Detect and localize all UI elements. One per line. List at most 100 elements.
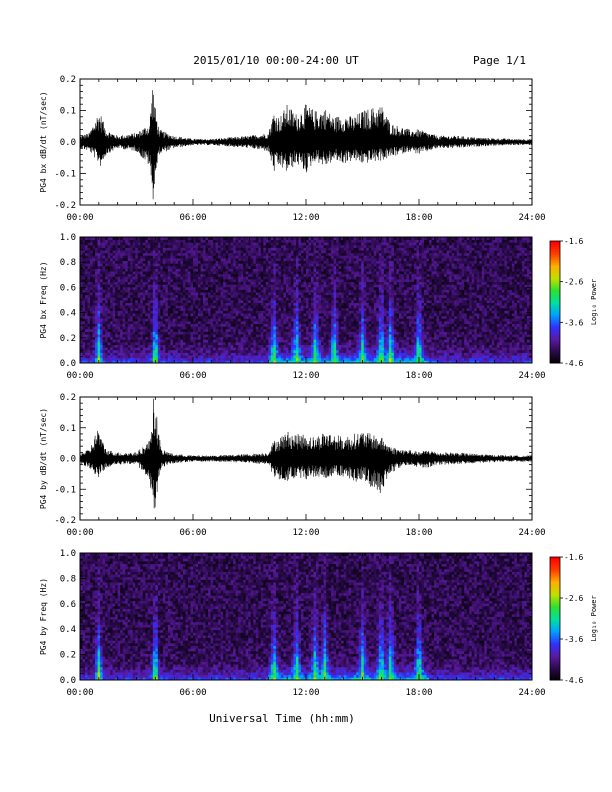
spectrogram-cell [195,336,199,340]
spectrogram-cell [328,294,332,298]
spectrogram-cell [115,242,119,246]
spectrogram-cell [127,305,131,309]
spectrogram-cell [185,315,189,319]
spectrogram-cell [95,352,98,356]
spectrogram-cell [177,289,181,293]
spectrogram-cell [130,342,134,346]
spectrogram-cell [316,237,319,241]
spectrogram-cell [127,349,131,353]
spectrogram-cell [87,255,91,259]
spectrogram-cell [155,244,159,248]
spectrogram-cell [273,260,277,264]
spectrogram-cell [215,342,219,346]
spectrogram-cell [180,263,184,267]
spectrogram-cell [290,281,294,285]
spectrogram-cell [268,242,272,246]
spectrogram-cell [170,284,174,288]
spectrogram-cell [90,263,93,267]
spectrogram-cell [248,279,252,283]
spectrogram-cell [220,336,224,340]
spectrogram-cell [125,334,129,338]
spectrogram-cell [326,339,329,343]
spectrogram-cell [290,315,294,319]
spectrogram-cell [223,250,227,254]
spectrogram-cell [170,313,174,317]
spectrogram-cell [187,336,191,340]
spectrogram-cell [175,279,179,283]
spectrogram-cell [260,302,264,306]
spectrogram-cell [225,292,229,296]
spectrogram-cell [215,318,219,322]
spectrogram-cell [135,250,139,254]
spectrogram-cell [122,244,126,248]
spectrogram-cell [97,352,101,356]
spectrogram-cell [97,357,101,361]
spectrogram-cell [213,310,216,314]
spectrogram-cell [300,258,304,262]
spectrogram-cell [290,331,294,335]
spectrogram-cell [228,252,232,256]
spectrogram-cell [125,315,129,319]
spectrogram-cell [321,252,324,256]
spectrogram-cell [223,271,227,275]
spectrogram-cell [125,336,129,340]
spectrogram-cell [205,305,209,309]
spectrogram-cell [300,349,304,353]
spectrogram-cell [295,244,299,248]
spectrogram-cell [110,237,114,241]
spectrogram-cell [243,250,247,254]
spectrogram-cell [155,263,159,267]
spectrogram-cell [270,323,274,327]
spectrogram-cell [260,297,264,301]
spectrogram-cell [180,357,184,361]
spectrogram-cell [250,247,254,251]
spectrogram-cell [100,323,103,327]
spectrogram-cell [155,273,159,277]
spectrogram-cell [253,260,257,264]
spectrogram-cell [208,284,211,288]
spectrogram-cell [318,265,322,269]
spectrogram-cell [110,250,114,254]
spectrogram-cell [243,255,247,259]
spectrogram-cell [187,294,191,298]
spectrogram-cells [80,237,533,364]
spectrogram-cell [135,315,139,319]
spectrogram-cell [321,250,324,254]
spectrogram-cell [260,326,264,330]
spectrogram-cell [122,297,126,301]
spectrogram-cell [225,289,229,293]
spectrogram-cell [167,279,171,283]
spectrogram-cell [105,318,109,322]
spectrogram-cell [268,339,272,343]
spectrogram-cell [107,349,111,353]
spectrogram-cell [248,244,252,248]
spectrogram-cell [105,360,109,364]
spectrogram-cell [82,347,86,351]
spectrogram-cell [92,355,96,359]
spectrogram-cell [331,255,335,259]
spectrogram-cell [182,289,186,293]
spectrogram-cell [203,284,206,288]
spectrogram-cell [306,342,309,346]
spectrogram-cell [278,294,282,298]
spectrogram-cell [82,258,86,262]
spectrogram-cell [140,292,144,296]
spectrogram-cell [87,294,91,298]
spectrogram-cell [162,334,166,338]
spectrogram-cell [223,313,227,317]
spectrogram-cell [105,292,109,296]
spectrogram-cell [87,310,91,314]
spectrogram-cell [162,258,166,262]
spectrogram-cell [142,321,146,325]
spectrogram-cell [295,315,299,319]
spectrogram-cell [95,252,98,256]
spectrogram-cell [303,268,307,272]
spectrogram-cell [135,326,139,330]
spectrogram-cell [150,271,154,275]
spectrogram-cell [80,347,83,351]
spectrogram-cell [240,273,244,277]
spectrogram-cell [100,250,103,254]
spectrogram-cell [92,242,96,246]
spectrogram-cell [152,237,156,241]
spectrogram-cell [125,347,129,351]
